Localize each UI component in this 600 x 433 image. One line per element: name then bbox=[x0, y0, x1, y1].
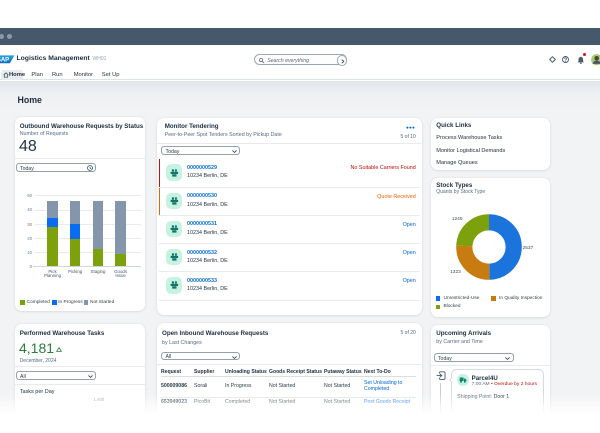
svg-text:SAP: SAP bbox=[0, 57, 9, 63]
